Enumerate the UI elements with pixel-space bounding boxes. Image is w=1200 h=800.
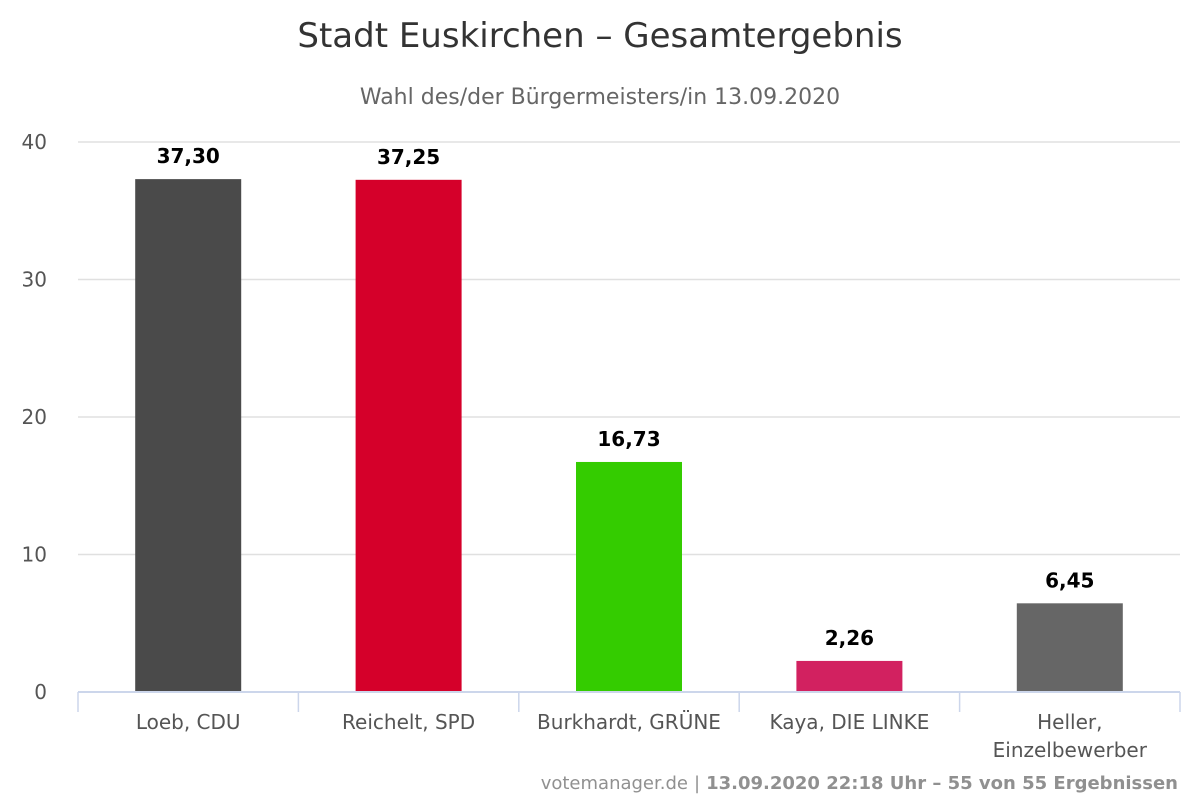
- chart-title: Stadt Euskirchen – Gesamtergebnis: [297, 16, 902, 56]
- x-tick-label: Burkhardt, GRÜNE: [537, 710, 721, 734]
- y-tick-label: 20: [22, 405, 47, 429]
- bars: [135, 179, 1123, 692]
- y-tick-label: 40: [22, 130, 47, 154]
- data-label: 6,45: [1045, 568, 1094, 592]
- y-axis-ticks: 0 10 20 30 40: [22, 130, 47, 704]
- bar[interactable]: [796, 660, 903, 692]
- x-tick-label: Reichelt, SPD: [342, 710, 475, 734]
- credits-site[interactable]: votemanager.de: [541, 773, 688, 794]
- bar[interactable]: [576, 461, 682, 692]
- credits[interactable]: votemanager.de | 13.09.2020 22:18 Uhr – 55…: [541, 773, 1178, 794]
- x-axis: Loeb, CDU Reichelt, SPD Burkhardt, GRÜNE Ka…: [77, 691, 1181, 762]
- chart-subtitle: Wahl des/der Bürgermeisters/in 13.09.202…: [360, 85, 840, 110]
- y-tick-label: 10: [22, 543, 47, 567]
- x-tick-label: Loeb, CDU: [136, 710, 241, 734]
- credits-info: 13.09.2020 22:18 Uhr – 55 von 55 Ergebni…: [706, 773, 1178, 794]
- y-tick-label: 0: [34, 680, 47, 704]
- x-tick-label: Kaya, DIE LINKE: [769, 710, 929, 734]
- credits-separator: |: [694, 773, 700, 794]
- data-labels: 37,30 37,25 16,73 2,26 6,45: [157, 144, 1095, 650]
- data-label: 37,30: [157, 144, 220, 168]
- data-label: 2,26: [825, 626, 874, 650]
- bar[interactable]: [355, 179, 462, 692]
- bar[interactable]: [135, 179, 242, 692]
- y-tick-label: 30: [22, 268, 47, 292]
- x-tick-label: Heller, Einzelbewerber: [993, 710, 1148, 762]
- data-label: 37,25: [377, 145, 440, 169]
- data-label: 16,73: [597, 427, 660, 451]
- bar[interactable]: [1016, 603, 1123, 692]
